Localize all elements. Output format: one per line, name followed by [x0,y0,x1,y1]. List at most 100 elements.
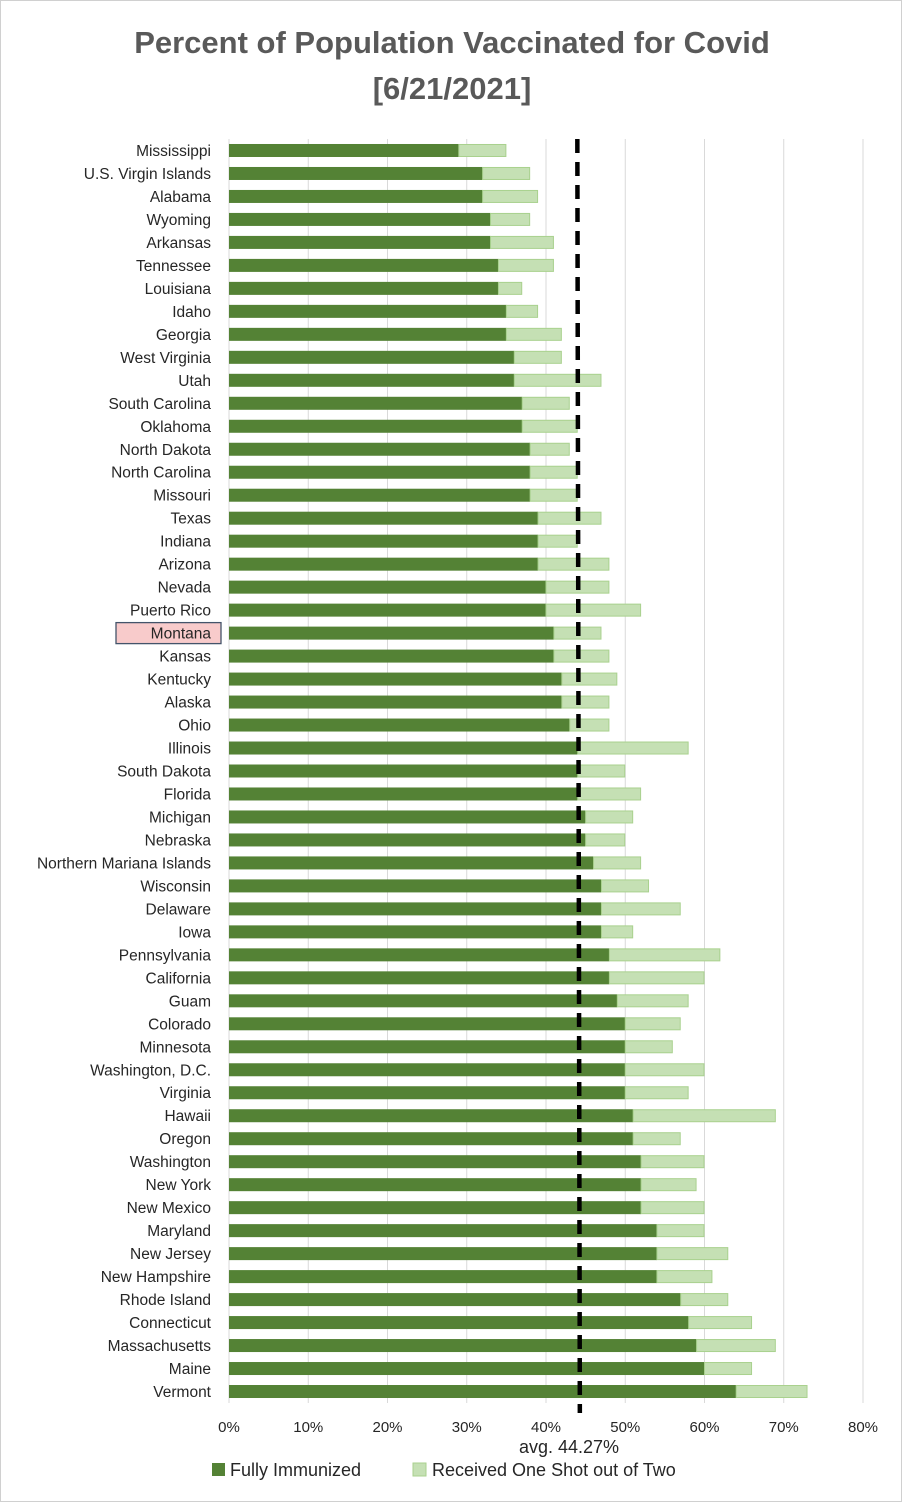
bar-fully-immunized [229,282,498,295]
category-label: Delaware [146,901,211,918]
vaccination-chart: Percent of Population Vaccinated for Cov… [1,1,901,1501]
category-label: Colorado [148,1016,211,1033]
category-label: Nebraska [145,832,212,849]
bar-one-shot [562,673,617,685]
legend-swatch-one-shot [413,1463,426,1476]
category-label: Maryland [147,1223,211,1240]
bar-one-shot [594,857,641,869]
bar-one-shot [617,995,688,1007]
bar-fully-immunized [229,719,570,732]
bar-one-shot [483,190,538,202]
category-label: Wisconsin [140,878,211,895]
category-label: Michigan [149,809,211,826]
category-label: West Virginia [120,350,211,367]
category-label: Louisiana [145,281,212,298]
bar-fully-immunized [229,236,491,249]
bar-one-shot [562,696,609,708]
bar-one-shot [538,535,577,547]
bar-one-shot [514,351,561,363]
bar-fully-immunized [229,351,514,364]
bar-one-shot [530,443,569,455]
category-label: Alabama [150,189,212,206]
bar-one-shot [625,1064,704,1076]
bar-one-shot [459,144,506,156]
bar-fully-immunized [229,213,491,226]
bar-one-shot [736,1386,807,1398]
category-label: New Hampshire [101,1269,211,1286]
bar-fully-immunized [229,627,554,640]
average-label: avg. 44.27% [519,1437,619,1457]
category-label: Florida [164,786,212,803]
x-tick-labels: 0% 10% 20% 30% 40% 50% 60% 70% 80% [218,1419,878,1436]
bar-one-shot [570,719,609,731]
bar-fully-immunized [229,535,538,548]
x-tick-label: 20% [372,1419,402,1436]
category-label: Utah [178,373,211,390]
category-label: Illinois [168,741,211,758]
bar-fully-immunized [229,397,522,410]
category-label: Iowa [178,924,211,941]
bar-fully-immunized [229,581,546,594]
category-label: Indiana [160,534,211,551]
bar-one-shot [538,512,601,524]
bar-fully-immunized [229,994,617,1007]
category-label: Oklahoma [140,419,211,436]
bar-group [229,144,807,1398]
bar-fully-immunized [229,673,562,686]
bar-fully-immunized [229,489,530,502]
bar-fully-immunized [229,374,514,387]
bar-fully-immunized [229,190,483,203]
bar-one-shot [554,650,609,662]
bar-one-shot [625,1018,680,1030]
x-tick-label: 50% [610,1419,640,1436]
category-label: Montana [151,626,212,643]
bar-one-shot [601,926,632,938]
bar-one-shot [522,397,569,409]
bar-fully-immunized [229,1316,689,1329]
bar-one-shot [641,1179,696,1191]
bar-one-shot [609,972,704,984]
bar-one-shot [625,1087,688,1099]
bar-fully-immunized [229,1109,633,1122]
bar-one-shot [514,374,601,386]
legend-swatch-fully-immunized [212,1463,225,1476]
category-label: Oregon [159,1131,211,1148]
bar-one-shot [641,1156,704,1168]
bar-fully-immunized [229,742,578,755]
bar-fully-immunized [229,1339,697,1352]
category-label: North Carolina [111,465,211,482]
category-label: Tennessee [136,258,211,275]
legend: Fully Immunized Received One Shot out of… [212,1460,676,1480]
bar-fully-immunized [229,833,586,846]
bar-fully-immunized [229,696,562,709]
bar-one-shot [498,282,521,294]
legend-label-fully-immunized: Fully Immunized [230,1460,361,1480]
bar-fully-immunized [229,1017,625,1030]
category-label: New York [146,1177,212,1194]
bar-one-shot [657,1225,704,1237]
category-label: Minnesota [139,1039,211,1056]
bar-one-shot [601,903,680,915]
category-label: Connecticut [129,1315,212,1332]
category-label: New Mexico [127,1200,211,1217]
bar-one-shot [491,213,530,225]
bar-one-shot [681,1294,728,1306]
category-label: Wyoming [147,212,211,229]
bar-fully-immunized [229,650,554,663]
category-label: Vermont [153,1384,211,1401]
bar-fully-immunized [229,1063,625,1076]
bar-one-shot [586,834,625,846]
bar-fully-immunized [229,1040,625,1053]
bar-one-shot [633,1110,775,1122]
bar-fully-immunized [229,1132,633,1145]
bar-one-shot [498,259,553,271]
category-label: Pennsylvania [119,947,212,964]
bar-one-shot [506,328,561,340]
bar-one-shot [689,1317,752,1329]
category-label: Washington [130,1154,211,1171]
category-label: Kentucky [147,672,211,689]
bar-one-shot [578,742,688,754]
category-label: Nevada [158,580,212,597]
chart-subtitle: [6/21/2021] [373,71,532,106]
x-tick-label: 30% [452,1419,482,1436]
